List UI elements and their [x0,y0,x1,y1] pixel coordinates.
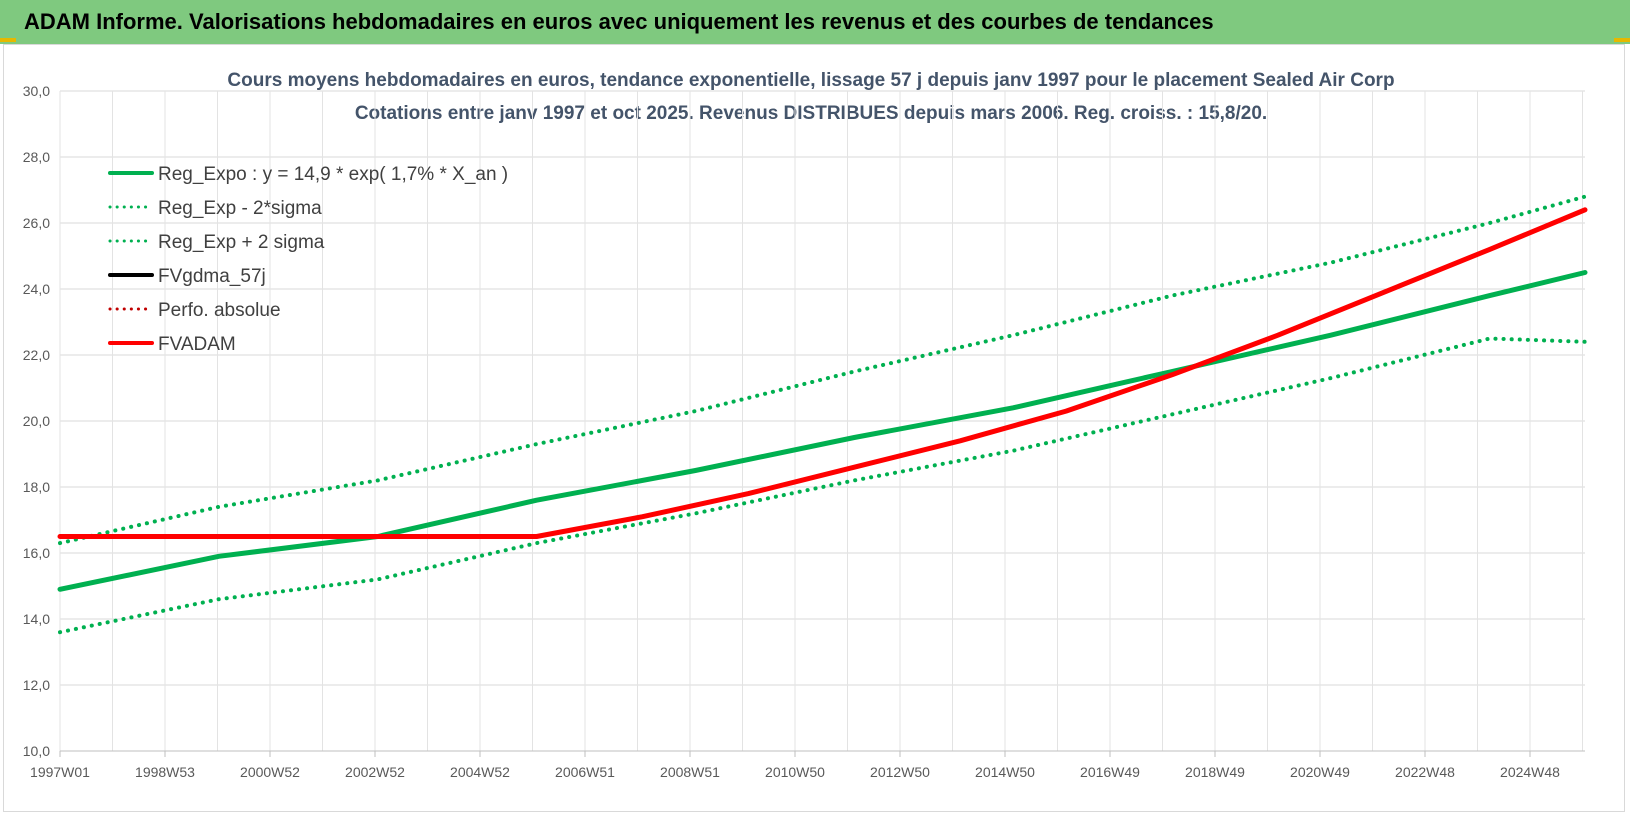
x-tick-label: 2020W49 [1290,764,1350,780]
chart-area [3,44,1625,812]
series-line-5 [57,207,1588,539]
corner-marker-right [1614,38,1630,42]
report-title: ADAM Informe. Valorisations hebdomadaire… [24,9,1214,34]
y-tick-label: 30,0 [23,83,50,99]
x-tick-label: 2016W49 [1080,764,1140,780]
y-tick-label: 12,0 [23,677,50,693]
y-tick-label: 24,0 [23,281,50,297]
gridlines [59,90,1585,752]
x-tick-label: 2008W51 [660,764,720,780]
y-tick-label: 26,0 [23,215,50,231]
y-tick-label: 20,0 [23,413,50,429]
legend-label: Reg_Exp + 2 sigma [158,232,325,253]
x-tick-label: 2002W52 [345,764,405,780]
y-tick-label: 28,0 [23,149,50,165]
x-tick-label: 2006W51 [555,764,615,780]
x-tick-label: 2012W50 [870,764,930,780]
y-tick-label: 16,0 [23,545,50,561]
x-tick-label: 2004W52 [450,764,510,780]
series-lines [57,194,1588,635]
legend-label: Perfo. absolue [158,300,281,321]
x-axis-ticks: 1997W01 1998W53 2000W52 2002W52 2004W52 2006W… [30,751,1560,780]
chart-subtitle: Cotations entre janv 1997 et oct 2025. R… [355,103,1267,124]
y-axis-ticks: 10,0 12,0 14,0 16,0 18,0 20,0 22,0 24,0 26,0 28,0… [23,83,50,759]
series-line-1 [58,336,1587,635]
legend-label: Reg_Exp - 2*sigma [158,198,322,219]
x-tick-label: 1998W53 [135,764,195,780]
y-tick-label: 22,0 [23,347,50,363]
legend-label: FVgdma_57j [158,266,266,287]
report-banner: ADAM Informe. Valorisations hebdomadaire… [0,0,1630,44]
corner-marker-left [0,38,16,42]
x-tick-label: 2022W48 [1395,764,1455,780]
legend: Reg_Expo : y = 14,9 * exp( 1,7% * X_an )… [108,164,508,355]
legend-label: FVADAM [158,334,236,355]
y-tick-label: 18,0 [23,479,50,495]
legend-label: Reg_Expo : y = 14,9 * exp( 1,7% * X_an ) [158,164,508,185]
x-tick-label: 1997W01 [30,764,90,780]
x-tick-label: 2018W49 [1185,764,1245,780]
series-line-0 [57,270,1588,592]
y-tick-label: 10,0 [23,743,50,759]
y-tick-label: 14,0 [23,611,50,627]
x-tick-label: 2010W50 [765,764,825,780]
x-tick-label: 2014W50 [975,764,1035,780]
x-tick-label: 2024W48 [1500,764,1560,780]
chart-title: Cours moyens hebdomadaires en euros, ten… [227,70,1394,91]
x-tick-label: 2000W52 [240,764,300,780]
